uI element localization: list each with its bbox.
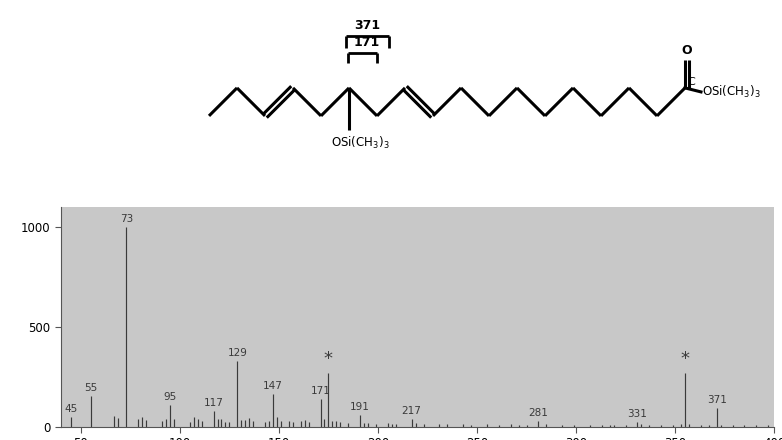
Text: 117: 117 [203,398,224,408]
Text: C: C [687,77,694,87]
Text: 191: 191 [350,402,370,412]
Text: 331: 331 [627,409,647,419]
Text: *: * [680,350,690,368]
Text: 95: 95 [163,392,177,402]
Text: 171: 171 [310,386,331,396]
Text: 171: 171 [354,36,380,49]
Text: 129: 129 [228,348,247,358]
Text: 73: 73 [120,214,133,224]
Text: OSi(CH$_3$)$_3$: OSi(CH$_3$)$_3$ [702,84,761,100]
Text: 371: 371 [354,19,380,32]
Text: 147: 147 [263,381,283,391]
Text: 371: 371 [707,395,726,405]
Text: *: * [324,350,333,368]
Text: 217: 217 [402,406,421,416]
Text: O: O [682,44,692,57]
Text: 281: 281 [529,408,548,418]
Text: OSi(CH$_3$)$_3$: OSi(CH$_3$)$_3$ [331,135,389,151]
Text: 55: 55 [84,383,97,393]
Text: 45: 45 [64,404,77,414]
